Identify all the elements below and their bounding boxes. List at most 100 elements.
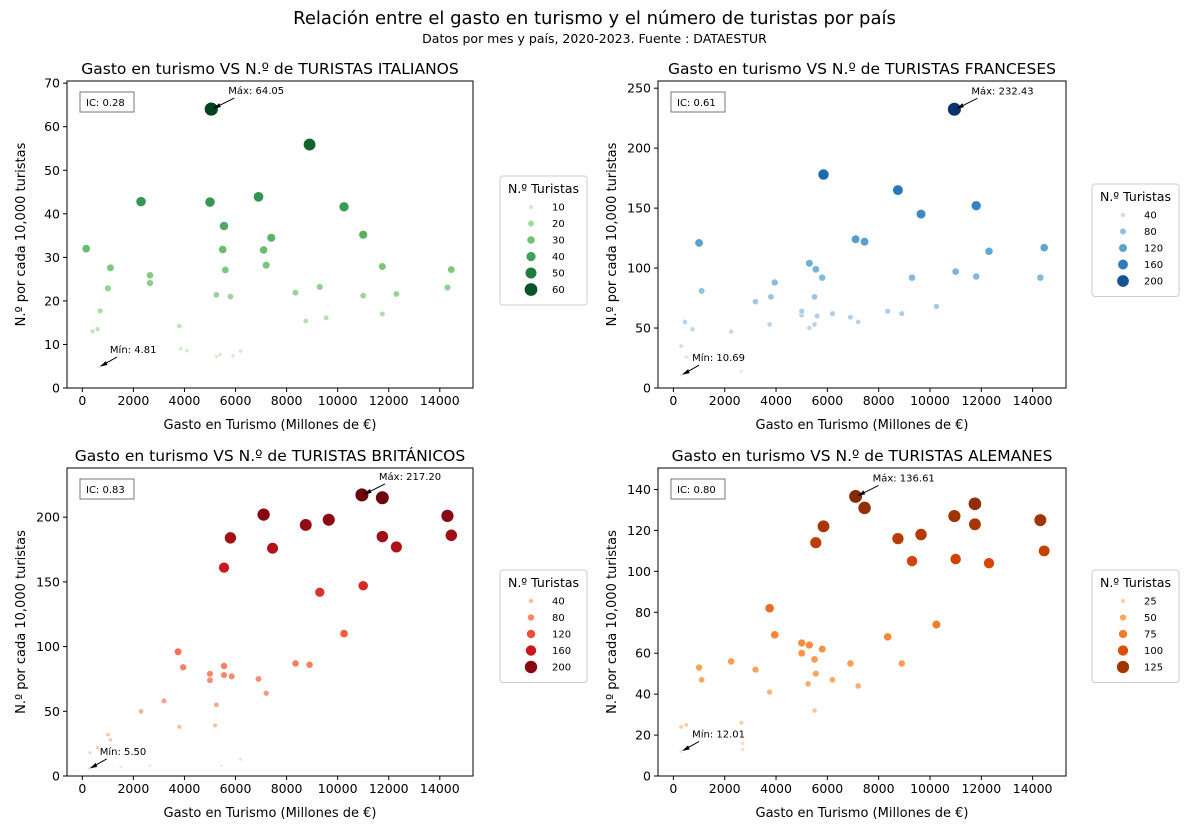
data-point [213,701,220,709]
legend-label: 80 [552,613,565,624]
data-point [931,619,942,630]
legend-marker [525,644,537,657]
data-point [806,324,813,332]
data-point [739,368,744,374]
legend-box [1091,569,1180,683]
data-point [813,312,821,320]
data-point [683,354,689,360]
data-point [223,531,237,545]
y-tick-label: 0 [52,769,60,784]
data-point [968,517,982,532]
legend: N.º Turistas 25 50 75 100 125 [1091,569,1180,683]
data-point [220,671,228,679]
x-tick-label: 2000 [709,781,741,796]
legend-label: 50 [552,269,565,280]
x-tick-label: 4000 [760,393,792,408]
legend-label: 160 [1144,260,1163,271]
legend-marker [524,282,538,297]
data-point [206,669,214,678]
min-annotation: Mín: 4.81 [110,344,157,356]
data-point [258,245,269,255]
data-point [298,518,313,532]
x-tick-label: 10000 [318,393,358,408]
y-tick-label: 50 [44,704,60,719]
x-tick-label: 0 [78,781,86,796]
legend-title: N.º Turistas [1100,575,1171,590]
scatter-panel-1: Gasto en turismo VS N.º de TURISTAS ITAL… [14,60,588,433]
points-layer [81,101,456,370]
data-point [87,750,93,756]
legend-marker [1120,212,1126,218]
data-point [751,665,760,674]
data-point [315,283,324,291]
data-point [678,373,684,378]
data-point [797,638,807,648]
legend-label: 200 [1144,277,1163,288]
data-point [254,675,263,683]
data-point [147,763,153,768]
data-point [810,655,819,664]
x-tick-label: 12000 [369,393,409,408]
data-point [848,489,863,504]
data-point [740,740,746,746]
figure-subtitle: Datos por mes y país, 2020-2023. Fuente … [422,31,767,46]
x-tick-label: 0 [78,393,86,408]
data-point [983,557,996,570]
min-annotation: Mín: 12.01 [692,728,745,740]
data-point [816,519,831,534]
data-point [302,137,317,152]
x-tick-label: 2000 [117,393,149,408]
max-arrowhead [956,103,964,109]
data-point [146,279,154,288]
y-tick-label: 50 [44,163,60,178]
data-point [694,238,704,248]
legend-marker [526,235,536,245]
data-point [203,101,219,117]
data-point [179,663,188,672]
x-tick-label: 14000 [420,781,460,796]
legend-label: 50 [1144,613,1157,624]
data-point [392,290,401,298]
max-annotation: Máx: 64.05 [228,85,284,97]
data-point [884,307,892,315]
ic-label: IC: 0.28 [86,98,125,109]
data-point [847,313,854,321]
data-point [817,644,827,654]
y-tick-label: 100 [627,261,651,276]
legend-label: 25 [1144,597,1157,608]
legend-marker [1119,613,1127,622]
data-point [728,328,735,335]
data-point [176,323,183,330]
y-tick-label: 120 [627,523,651,538]
x-tick-label: 10000 [910,393,950,408]
x-tick-label: 8000 [863,781,895,796]
legend-marker [1120,598,1126,604]
y-axis-label: N.º por cada 10,000 turistas [605,530,620,714]
x-tick-label: 6000 [220,781,252,796]
legend-marker [1118,243,1128,253]
data-point [221,265,230,275]
legend-label: 10 [552,203,565,214]
data-point [898,310,906,317]
max-arrowhead [857,490,866,496]
data-point [359,291,367,300]
data-point [96,364,102,370]
data-point [766,321,773,328]
data-point [805,258,814,268]
data-point [767,293,775,301]
data-point [230,353,236,359]
data-point [1037,544,1051,558]
y-tick-label: 10 [44,337,60,352]
data-point [891,532,905,546]
data-point [892,184,904,196]
data-point [375,530,389,544]
legend-label: 120 [1144,244,1163,255]
data-point [906,555,919,568]
panel-title: Gasto en turismo VS N.º de TURISTAS BRIT… [75,446,465,465]
x-tick-label: 12000 [961,781,1001,796]
data-point [797,648,806,658]
legend-marker [1118,629,1128,639]
scatter-panel-4: Gasto en turismo VS N.º de TURISTAS ALEM… [605,447,1180,821]
legend: N.º Turistas 10 20 30 40 50 60 [499,175,588,306]
data-point [1033,513,1048,527]
